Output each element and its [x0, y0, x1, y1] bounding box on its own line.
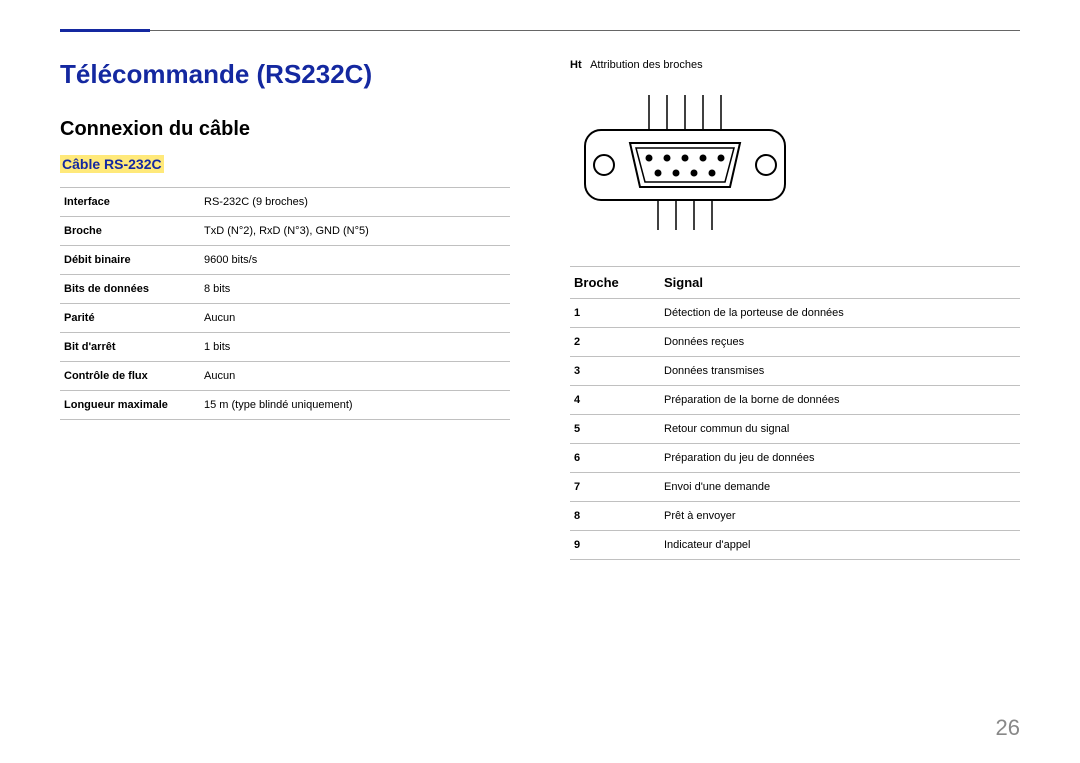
pin-number: 6 [570, 444, 660, 473]
table-row: Débit binaire9600 bits/s [60, 246, 510, 275]
table-row: ParitéAucun [60, 304, 510, 333]
pin-signal: Indicateur d'appel [660, 531, 1020, 560]
pin-note-bold: Ht [570, 59, 582, 71]
spec-value: 9600 bits/s [200, 246, 510, 275]
pin-number: 7 [570, 473, 660, 502]
spec-value: 1 bits [200, 333, 510, 362]
table-row: 8Prêt à envoyer [570, 502, 1020, 531]
spec-label: Bits de données [60, 275, 200, 304]
table-row: 9Indicateur d'appel [570, 531, 1020, 560]
spec-label: Interface [60, 188, 200, 217]
pin-number: 9 [570, 531, 660, 560]
spec-value: Aucun [200, 304, 510, 333]
pin-signal: Retour commun du signal [660, 415, 1020, 444]
table-row: 4Préparation de la borne de données [570, 386, 1020, 415]
pin-number: 1 [570, 299, 660, 328]
table-row: 7Envoi d'une demande [570, 473, 1020, 502]
spec-table: InterfaceRS-232C (9 broches)BrocheTxD (N… [60, 187, 510, 420]
table-row: 2Données reçues [570, 328, 1020, 357]
spec-value: 15 m (type blindé uniquement) [200, 391, 510, 420]
top-rule-accent [60, 29, 150, 32]
table-row: 6Préparation du jeu de données [570, 444, 1020, 473]
pin-number: 2 [570, 328, 660, 357]
right-column: Ht Attribution des broches [570, 59, 1020, 560]
spec-label: Bit d'arrêt [60, 333, 200, 362]
spec-label: Débit binaire [60, 246, 200, 275]
spec-value: Aucun [200, 362, 510, 391]
spec-label: Contrôle de flux [60, 362, 200, 391]
table-row: Bit d'arrêt1 bits [60, 333, 510, 362]
pin-note: Ht Attribution des broches [570, 59, 1020, 71]
pin-signal: Données transmises [660, 357, 1020, 386]
table-row: BrocheTxD (N°2), RxD (N°3), GND (N°5) [60, 217, 510, 246]
pin-note-text: Attribution des broches [590, 59, 703, 71]
pin-signal: Prêt à envoyer [660, 502, 1020, 531]
pin-signal: Préparation de la borne de données [660, 386, 1020, 415]
spec-value: RS-232C (9 broches) [200, 188, 510, 217]
pin-signal: Envoi d'une demande [660, 473, 1020, 502]
left-column: Télécommande (RS232C) Connexion du câble… [60, 59, 510, 560]
pin-number: 3 [570, 357, 660, 386]
page-title: Télécommande (RS232C) [60, 59, 510, 90]
pin-header-col2: Signal [660, 267, 1020, 299]
pin-signal: Détection de la porteuse de données [660, 299, 1020, 328]
db9-connector-diagram [570, 85, 1020, 240]
pin-signal: Préparation du jeu de données [660, 444, 1020, 473]
spec-label: Broche [60, 217, 200, 246]
table-row: Longueur maximale15 m (type blindé uniqu… [60, 391, 510, 420]
pin-table: Broche Signal 1Détection de la porteuse … [570, 266, 1020, 560]
top-rule [60, 30, 1020, 31]
table-row: 1Détection de la porteuse de données [570, 299, 1020, 328]
table-row: 5Retour commun du signal [570, 415, 1020, 444]
cable-heading: Câble RS-232C [60, 155, 164, 173]
pin-number: 8 [570, 502, 660, 531]
table-row: InterfaceRS-232C (9 broches) [60, 188, 510, 217]
table-row: Contrôle de fluxAucun [60, 362, 510, 391]
pin-number: 5 [570, 415, 660, 444]
spec-value: TxD (N°2), RxD (N°3), GND (N°5) [200, 217, 510, 246]
page-number: 26 [996, 715, 1020, 741]
pin-number: 4 [570, 386, 660, 415]
section-heading: Connexion du câble [60, 118, 510, 141]
spec-value: 8 bits [200, 275, 510, 304]
table-row: Bits de données8 bits [60, 275, 510, 304]
spec-label: Longueur maximale [60, 391, 200, 420]
spec-label: Parité [60, 304, 200, 333]
pin-signal: Données reçues [660, 328, 1020, 357]
table-row: 3Données transmises [570, 357, 1020, 386]
pin-header-col1: Broche [570, 267, 660, 299]
